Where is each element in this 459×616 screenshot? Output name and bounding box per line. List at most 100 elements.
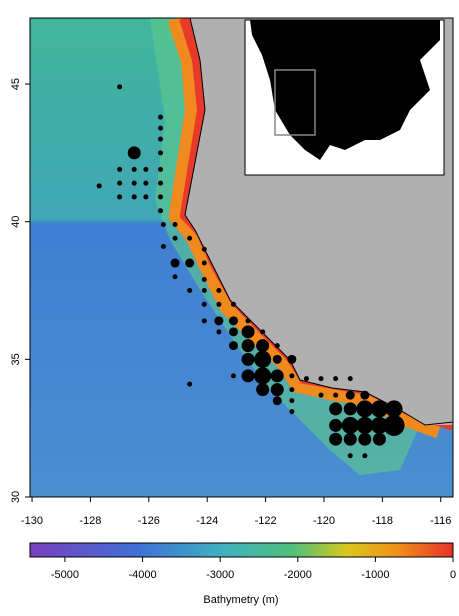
bubble	[131, 180, 137, 186]
bubble	[201, 277, 207, 283]
colorbar-tick-label: 0	[450, 569, 456, 581]
bubble	[254, 350, 272, 368]
bubble	[201, 288, 207, 294]
bubble	[270, 383, 284, 397]
bubble	[254, 367, 272, 385]
bubble	[241, 369, 255, 383]
bubble	[289, 373, 295, 379]
bubble	[303, 376, 309, 382]
bubble	[216, 329, 222, 335]
x-tick-label: -120	[313, 515, 335, 527]
bubble	[385, 400, 403, 418]
bubble	[170, 258, 180, 268]
bubble	[117, 166, 123, 172]
bubble	[333, 392, 339, 398]
x-tick-label: -130	[21, 515, 43, 527]
bubble	[345, 390, 355, 400]
bubble	[187, 381, 193, 387]
bubble	[172, 235, 178, 241]
bubble	[333, 376, 339, 382]
bubble	[362, 453, 368, 459]
bubble	[201, 318, 207, 324]
bubble	[287, 354, 297, 364]
bubble	[343, 432, 357, 446]
inset-map	[244, 19, 445, 176]
x-tick-label: -124	[196, 515, 218, 527]
colorbar-tick-label: -3000	[206, 569, 234, 581]
bubble	[157, 194, 163, 200]
y-tick-label: 35	[10, 353, 22, 365]
bubble	[329, 432, 343, 446]
bubble	[230, 301, 236, 307]
bubble	[272, 396, 282, 406]
bubble	[216, 288, 222, 294]
bubble	[157, 208, 163, 214]
bubble	[131, 194, 137, 200]
bubbles	[96, 84, 405, 459]
bubble	[187, 288, 193, 294]
bubble	[172, 221, 178, 227]
bubble	[160, 243, 166, 249]
bubble	[318, 376, 324, 382]
bubble	[228, 327, 238, 337]
y-tick-label: 30	[10, 491, 22, 503]
bubble	[343, 402, 357, 416]
bubble	[157, 180, 163, 186]
bubble	[289, 409, 295, 415]
bubble	[160, 221, 166, 227]
bubble	[289, 387, 295, 393]
bubble	[318, 392, 324, 398]
bubble	[256, 339, 270, 353]
bubble	[256, 383, 270, 397]
bubble	[143, 194, 149, 200]
bubble	[347, 376, 353, 382]
colorbar-tick-label: -1000	[361, 569, 389, 581]
bubble	[245, 318, 251, 324]
plot-frame	[29, 17, 454, 498]
y-tick-label: 40	[10, 216, 22, 228]
bubble	[274, 343, 280, 349]
bubble	[131, 166, 137, 172]
x-tick-label: -118	[372, 515, 393, 527]
colorbar-title: Bathymetry (m)	[203, 594, 278, 606]
colorbar-tick-label: -2000	[284, 569, 312, 581]
x-tick-label: -122	[255, 515, 277, 527]
bubble	[270, 369, 284, 383]
bubble	[201, 246, 207, 252]
bubble	[228, 316, 238, 326]
colorbar	[29, 542, 454, 558]
bubble	[96, 183, 102, 189]
bubble	[187, 235, 193, 241]
bubble	[356, 416, 374, 434]
bubble	[241, 339, 255, 353]
bubble	[358, 432, 372, 446]
bubble	[157, 166, 163, 172]
bubble	[347, 453, 353, 459]
bubble	[117, 84, 123, 90]
bubble	[216, 301, 222, 307]
bubble	[241, 325, 255, 339]
bubble	[356, 400, 374, 418]
bubble	[341, 416, 359, 434]
bubble	[157, 136, 163, 142]
bubble	[329, 402, 343, 416]
bubble	[117, 180, 123, 186]
bubble	[172, 274, 178, 280]
bubble	[201, 260, 207, 266]
bubble	[117, 194, 123, 200]
bubble	[260, 329, 266, 335]
bubble	[214, 316, 224, 326]
x-tick-label: -116	[430, 515, 451, 527]
bubble	[370, 416, 388, 434]
bubble	[241, 352, 255, 366]
bubble	[272, 354, 282, 364]
bubble	[143, 180, 149, 186]
bubble	[143, 166, 149, 172]
bubble	[228, 341, 238, 351]
bubble	[289, 398, 295, 404]
bubble	[360, 390, 370, 400]
bubble	[370, 400, 388, 418]
bubble	[383, 414, 405, 436]
bubble	[329, 418, 343, 432]
